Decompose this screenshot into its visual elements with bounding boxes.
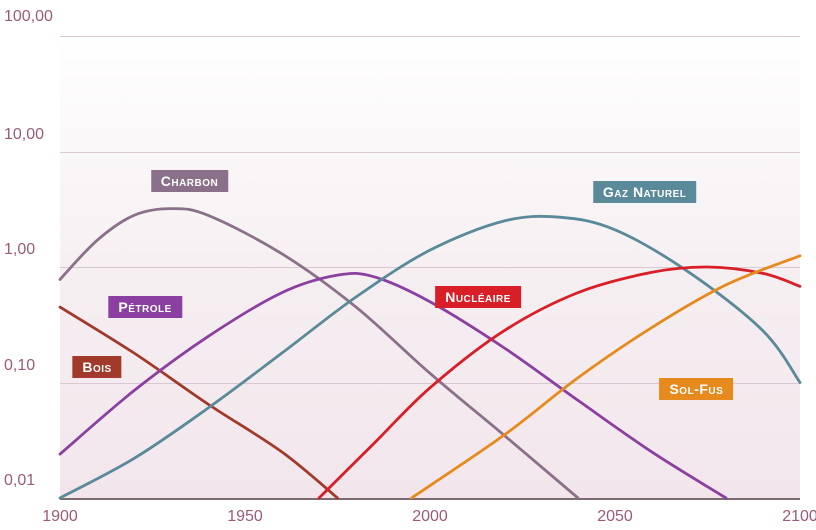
ytick-label: 10,00 xyxy=(4,126,44,144)
xtick-label: 1950 xyxy=(227,508,263,526)
series-badge-sol-fus: Sol-Fus xyxy=(659,378,733,400)
ytick-label: 0,01 xyxy=(4,472,35,490)
series-line-bois xyxy=(60,307,338,498)
series-badge-charbon: Charbon xyxy=(151,170,229,192)
xtick-label: 1900 xyxy=(42,508,78,526)
series-line-gaz-naturel xyxy=(60,216,800,498)
series-badge-pétrole: Pétrole xyxy=(108,296,181,318)
ytick-label: 1,00 xyxy=(4,241,35,259)
xtick-label: 2000 xyxy=(412,508,448,526)
ytick-label: 0,10 xyxy=(4,357,35,375)
series-badge-gaz-naturel: Gaz Naturel xyxy=(593,181,697,203)
ytick-label: 100,00 xyxy=(4,8,53,26)
plot-area: Bois Charbon Pétrole Gaz Naturel Nucléaire So… xyxy=(60,36,800,500)
energy-substitution-chart: Modèle de substitution d'énergie (Marche… xyxy=(0,0,816,530)
xtick-label: 2050 xyxy=(597,508,633,526)
xtick-label: 2100 xyxy=(782,508,816,526)
lines-svg xyxy=(60,36,800,498)
series-badge-bois: Bois xyxy=(72,356,121,378)
series-badge-nucléaire: Nucléaire xyxy=(435,286,521,308)
